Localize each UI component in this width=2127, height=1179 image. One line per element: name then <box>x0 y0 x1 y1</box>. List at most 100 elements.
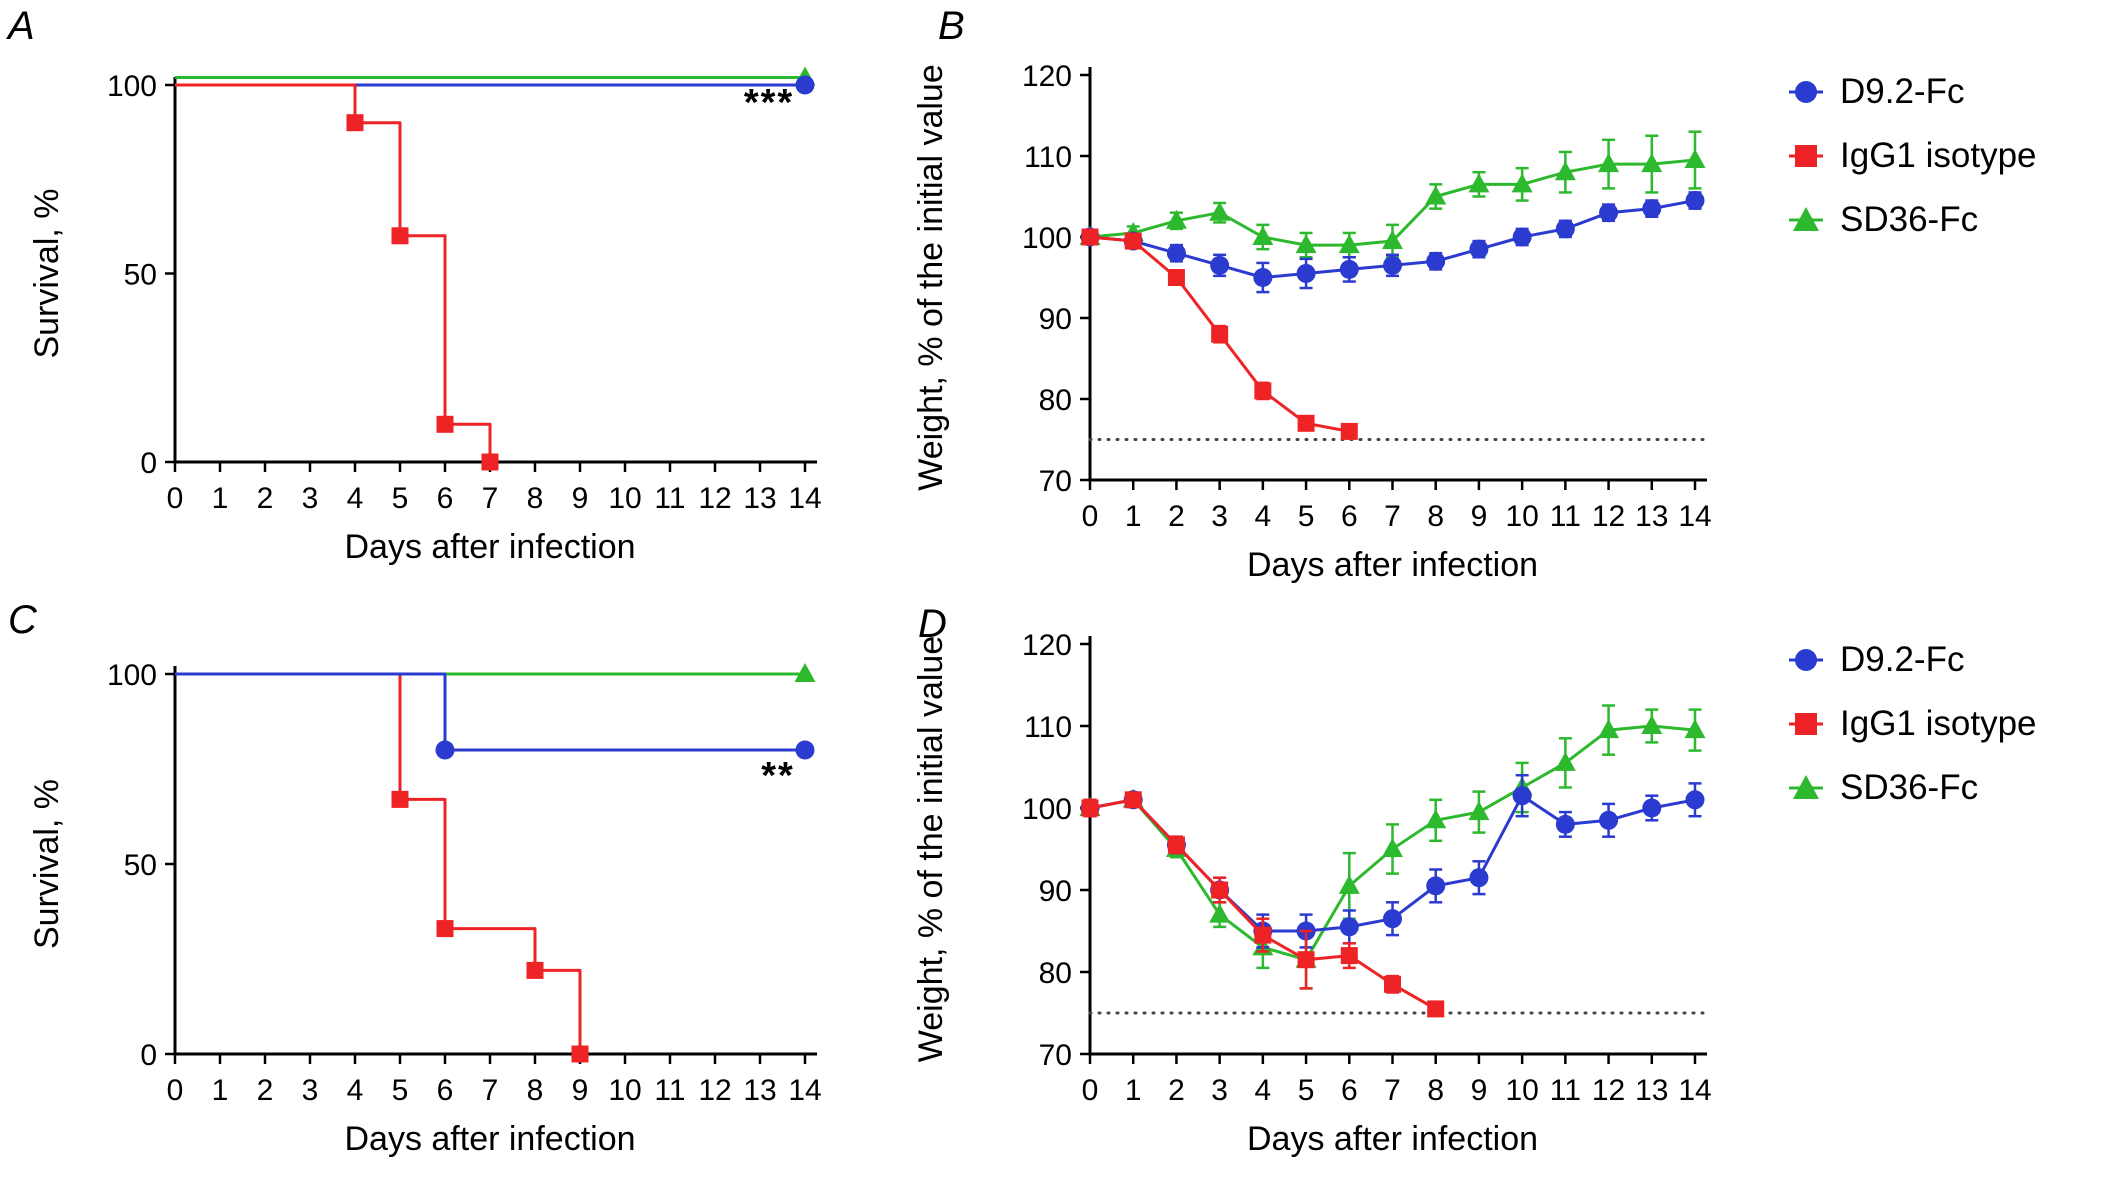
legend-label-sd36fc: SD36-Fc <box>1840 200 1979 239</box>
svg-text:1: 1 <box>212 482 229 515</box>
svg-text:Weight, % of the initial value: Weight, % of the initial value <box>912 64 950 491</box>
legend-item-igg1: IgG1 isotype <box>1788 136 2037 176</box>
svg-text:12: 12 <box>1592 500 1625 533</box>
legend-item-igg1: IgG1 isotype <box>1788 704 2037 744</box>
svg-text:10: 10 <box>608 482 641 515</box>
svg-text:4: 4 <box>347 482 364 515</box>
svg-text:11: 11 <box>1550 1074 1581 1107</box>
svg-text:14: 14 <box>1678 1074 1711 1107</box>
svg-text:13: 13 <box>743 1074 776 1107</box>
weight-chart-panel-b: 0 1 2 3 4 5 6 7 8 9 10 11 12 13 14708090100110120Days … <box>912 60 1712 584</box>
svg-text:100: 100 <box>1022 793 1072 826</box>
svg-text:0: 0 <box>167 482 184 515</box>
svg-text:13: 13 <box>743 482 776 515</box>
legend-panel-d: D9.2-Fc IgG1 isotype SD36-Fc <box>1788 640 2037 808</box>
svg-text:2: 2 <box>257 482 274 515</box>
svg-text:2: 2 <box>257 1074 274 1107</box>
svg-text:90: 90 <box>1039 875 1072 908</box>
svg-text:8: 8 <box>1427 1074 1444 1107</box>
svg-text:120: 120 <box>1022 60 1072 93</box>
svg-text:Weight, % of the initial value: Weight, % of the initial value <box>912 636 950 1063</box>
square-marker-icon <box>1788 706 1824 742</box>
svg-text:Days after infection: Days after infection <box>1247 1120 1538 1158</box>
legend-label-d92fc: D9.2-Fc <box>1840 72 1965 111</box>
svg-text:6: 6 <box>1341 1074 1358 1107</box>
svg-text:70: 70 <box>1039 465 1072 498</box>
svg-text:7: 7 <box>482 1074 499 1107</box>
svg-text:110: 110 <box>1024 711 1072 744</box>
panel-label-a: A <box>8 4 35 48</box>
svg-text:80: 80 <box>1039 957 1072 990</box>
svg-text:7: 7 <box>1384 500 1401 533</box>
svg-text:9: 9 <box>1471 500 1488 533</box>
svg-text:3: 3 <box>302 1074 319 1107</box>
svg-text:12: 12 <box>698 482 731 515</box>
svg-text:6: 6 <box>437 1074 454 1107</box>
circle-marker-icon <box>1788 74 1824 110</box>
svg-text:14: 14 <box>1678 500 1711 533</box>
svg-text:0: 0 <box>167 1074 184 1107</box>
svg-text:100: 100 <box>107 70 157 103</box>
svg-text:4: 4 <box>347 1074 364 1107</box>
svg-text:Days after infection: Days after infection <box>344 528 635 566</box>
svg-text:7: 7 <box>482 482 499 515</box>
svg-text:Survival, %: Survival, % <box>28 188 66 358</box>
svg-text:4: 4 <box>1255 1074 1272 1107</box>
svg-text:3: 3 <box>302 482 319 515</box>
svg-text:50: 50 <box>124 849 157 882</box>
svg-text:0: 0 <box>1082 500 1099 533</box>
legend-panel-b: D9.2-Fc IgG1 isotype SD36-Fc <box>1788 72 2037 240</box>
svg-text:4: 4 <box>1255 500 1272 533</box>
svg-text:9: 9 <box>1471 1074 1488 1107</box>
svg-text:9: 9 <box>572 482 589 515</box>
svg-text:3: 3 <box>1211 1074 1228 1107</box>
legend-label-sd36fc: SD36-Fc <box>1840 768 1979 807</box>
svg-text:100: 100 <box>107 659 157 692</box>
triangle-marker-icon <box>1788 202 1824 238</box>
svg-text:6: 6 <box>1341 500 1358 533</box>
svg-text:Days after infection: Days after infection <box>1247 546 1538 584</box>
svg-text:13: 13 <box>1635 500 1668 533</box>
svg-text:2: 2 <box>1168 500 1185 533</box>
legend-item-sd36fc: SD36-Fc <box>1788 768 2037 808</box>
svg-text:8: 8 <box>1427 500 1444 533</box>
svg-text:10: 10 <box>608 1074 641 1107</box>
svg-text:8: 8 <box>527 1074 544 1107</box>
svg-text:Days after infection: Days after infection <box>344 1120 635 1158</box>
svg-text:5: 5 <box>392 482 409 515</box>
weight-chart-panel-d: 0 1 2 3 4 5 6 7 8 9 10 11 12 13 14708090100110120Days … <box>912 629 1712 1158</box>
svg-text:2: 2 <box>1168 1074 1185 1107</box>
legend-label-d92fc: D9.2-Fc <box>1840 640 1965 679</box>
svg-text:14: 14 <box>788 482 821 515</box>
svg-text:0: 0 <box>140 447 157 480</box>
svg-text:5: 5 <box>1298 500 1315 533</box>
svg-text:11: 11 <box>654 1074 685 1107</box>
svg-text:***: *** <box>744 82 794 124</box>
svg-text:7: 7 <box>1384 1074 1401 1107</box>
svg-text:120: 120 <box>1022 629 1072 662</box>
square-marker-icon <box>1788 138 1824 174</box>
legend-label-igg1: IgG1 isotype <box>1840 704 2037 743</box>
triangle-marker-icon <box>1788 770 1824 806</box>
svg-text:13: 13 <box>1635 1074 1668 1107</box>
svg-text:10: 10 <box>1505 1074 1538 1107</box>
svg-text:9: 9 <box>572 1074 589 1107</box>
svg-text:3: 3 <box>1211 500 1228 533</box>
svg-text:**: ** <box>761 755 795 797</box>
svg-text:50: 50 <box>124 259 157 292</box>
svg-text:0: 0 <box>1082 1074 1099 1107</box>
svg-text:12: 12 <box>698 1074 731 1107</box>
svg-text:1: 1 <box>1125 500 1142 533</box>
legend-item-sd36fc: SD36-Fc <box>1788 200 2037 240</box>
panel-label-b: B <box>938 4 965 48</box>
svg-text:110: 110 <box>1024 141 1072 174</box>
svg-text:90: 90 <box>1039 303 1072 336</box>
svg-text:80: 80 <box>1039 384 1072 417</box>
svg-text:5: 5 <box>1298 1074 1315 1107</box>
legend-item-d92fc: D9.2-Fc <box>1788 640 2037 680</box>
svg-text:6: 6 <box>437 482 454 515</box>
svg-text:Survival, %: Survival, % <box>28 779 66 949</box>
svg-text:70: 70 <box>1039 1039 1072 1072</box>
svg-text:10: 10 <box>1505 500 1538 533</box>
